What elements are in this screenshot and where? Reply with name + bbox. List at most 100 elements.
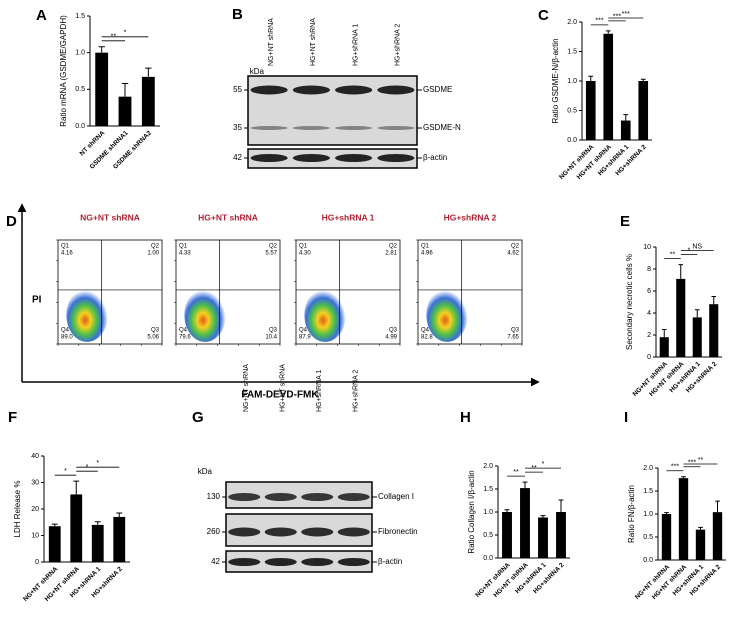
blot-band	[335, 85, 373, 95]
panel-letter: D	[6, 213, 17, 230]
bar	[141, 76, 155, 126]
band-label: Fibronectin	[378, 527, 418, 536]
cell-cloud	[304, 287, 346, 342]
lane-label: HG+shRNA 1	[352, 24, 359, 66]
error-bar	[504, 509, 510, 512]
y-tick-label: 20	[31, 506, 39, 513]
panel-letter: A	[36, 7, 47, 24]
bar	[620, 120, 631, 140]
significance-label: ***	[622, 11, 630, 18]
blot-band	[335, 154, 373, 162]
quadrant-name: Q2	[151, 244, 160, 250]
panel-letter: I	[624, 409, 628, 426]
y-tick-label: 0.0	[567, 137, 577, 144]
bar	[676, 278, 686, 357]
y-tick-label: 1.0	[643, 511, 653, 518]
error-bar	[73, 480, 80, 495]
quadrant-value: 89.0	[61, 335, 73, 341]
error-bar	[711, 296, 717, 305]
flow-x-label: FAM-DEVD-FMK	[241, 390, 319, 401]
error-bar	[116, 512, 123, 517]
error-bar	[698, 526, 703, 530]
significance-label: *	[64, 468, 67, 475]
flow-frame	[417, 239, 523, 345]
blot-band	[264, 493, 297, 501]
y-tick-label: 1.0	[483, 509, 493, 516]
quadrant-name: Q4	[299, 328, 308, 334]
y-tick-label: 0.0	[483, 555, 493, 562]
blot-band	[301, 527, 334, 537]
y-tick-label: 0	[35, 559, 39, 566]
blot-band	[264, 527, 297, 537]
quadrant-value: 2.81	[385, 251, 397, 257]
significance-label: **	[670, 251, 676, 258]
blot-band	[250, 85, 288, 95]
blot-band	[264, 558, 297, 566]
error-bar	[605, 30, 611, 34]
cell-cloud	[426, 287, 468, 342]
y-tick-label: 4	[647, 310, 651, 317]
marker-label: 42	[211, 557, 220, 566]
quadrant-value: 4.16	[61, 251, 73, 257]
bar	[603, 33, 614, 140]
error-bar	[661, 329, 667, 338]
y-tick-label: 2.0	[483, 463, 493, 470]
quadrant-value: 10.4	[265, 335, 277, 341]
quadrant-name: Q3	[269, 328, 278, 334]
bar	[712, 512, 723, 560]
y-tick-label: 1.5	[643, 488, 653, 495]
lane-label: HG+NT shRNA	[280, 364, 287, 412]
error-bar	[540, 515, 546, 518]
significance-label: ***	[688, 460, 696, 467]
significance-label: ***	[595, 18, 603, 25]
bar	[709, 304, 719, 357]
band-label: GSDME	[423, 85, 452, 94]
flow-title: NG+NT shRNA	[80, 212, 140, 222]
blot-band	[292, 126, 330, 130]
bar	[678, 478, 689, 560]
y-tick-label: 0.5	[75, 86, 85, 93]
y-tick-label: 2	[647, 332, 651, 339]
error-bar	[715, 500, 720, 513]
y-tick-label: 1.0	[567, 78, 577, 85]
bar	[70, 494, 83, 562]
y-tick-label: 0	[647, 354, 651, 361]
marker-label: 42	[233, 153, 242, 162]
quadrant-name: Q1	[299, 244, 308, 250]
y-axis-label: Ratio Collagen I/β-actin	[467, 470, 476, 553]
blot-band	[337, 493, 370, 501]
error-bar	[678, 264, 684, 279]
y-tick-label: 1.5	[567, 48, 577, 55]
significance-label: ***	[671, 464, 679, 471]
y-tick-label: 0.5	[643, 534, 653, 541]
flow-title: HG+NT shRNA	[198, 212, 258, 222]
lane-label: HG+NT shRNA	[310, 18, 317, 66]
bar	[502, 512, 512, 558]
panel-letter: E	[620, 213, 630, 230]
quadrant-value: 79.6	[179, 335, 191, 341]
error-bar	[121, 82, 129, 97]
quadrant-value: 7.65	[507, 335, 519, 341]
quadrant-value: 4.33	[179, 251, 191, 257]
blot-band	[301, 558, 334, 566]
marker-label: 260	[207, 527, 221, 536]
significance-label: *	[542, 461, 545, 468]
quadrant-name: Q2	[269, 244, 278, 250]
y-tick-label: 1.0	[75, 50, 85, 57]
blot-band	[335, 126, 373, 130]
flow-frame	[57, 239, 163, 345]
blot-band	[250, 126, 288, 130]
blot-band	[292, 154, 330, 162]
kda-label: kDa	[250, 67, 265, 76]
flow-frame	[175, 239, 281, 345]
error-bar	[558, 499, 564, 512]
bar	[91, 524, 104, 562]
quadrant-name: Q4	[179, 328, 188, 334]
flow-title: HG+shRNA 2	[444, 212, 497, 222]
quadrant-name: Q4	[61, 328, 70, 334]
significance-label: ***	[613, 14, 621, 21]
blot-band	[228, 527, 261, 537]
quadrant-name: Q1	[61, 244, 70, 250]
kda-label: kDa	[198, 467, 213, 476]
